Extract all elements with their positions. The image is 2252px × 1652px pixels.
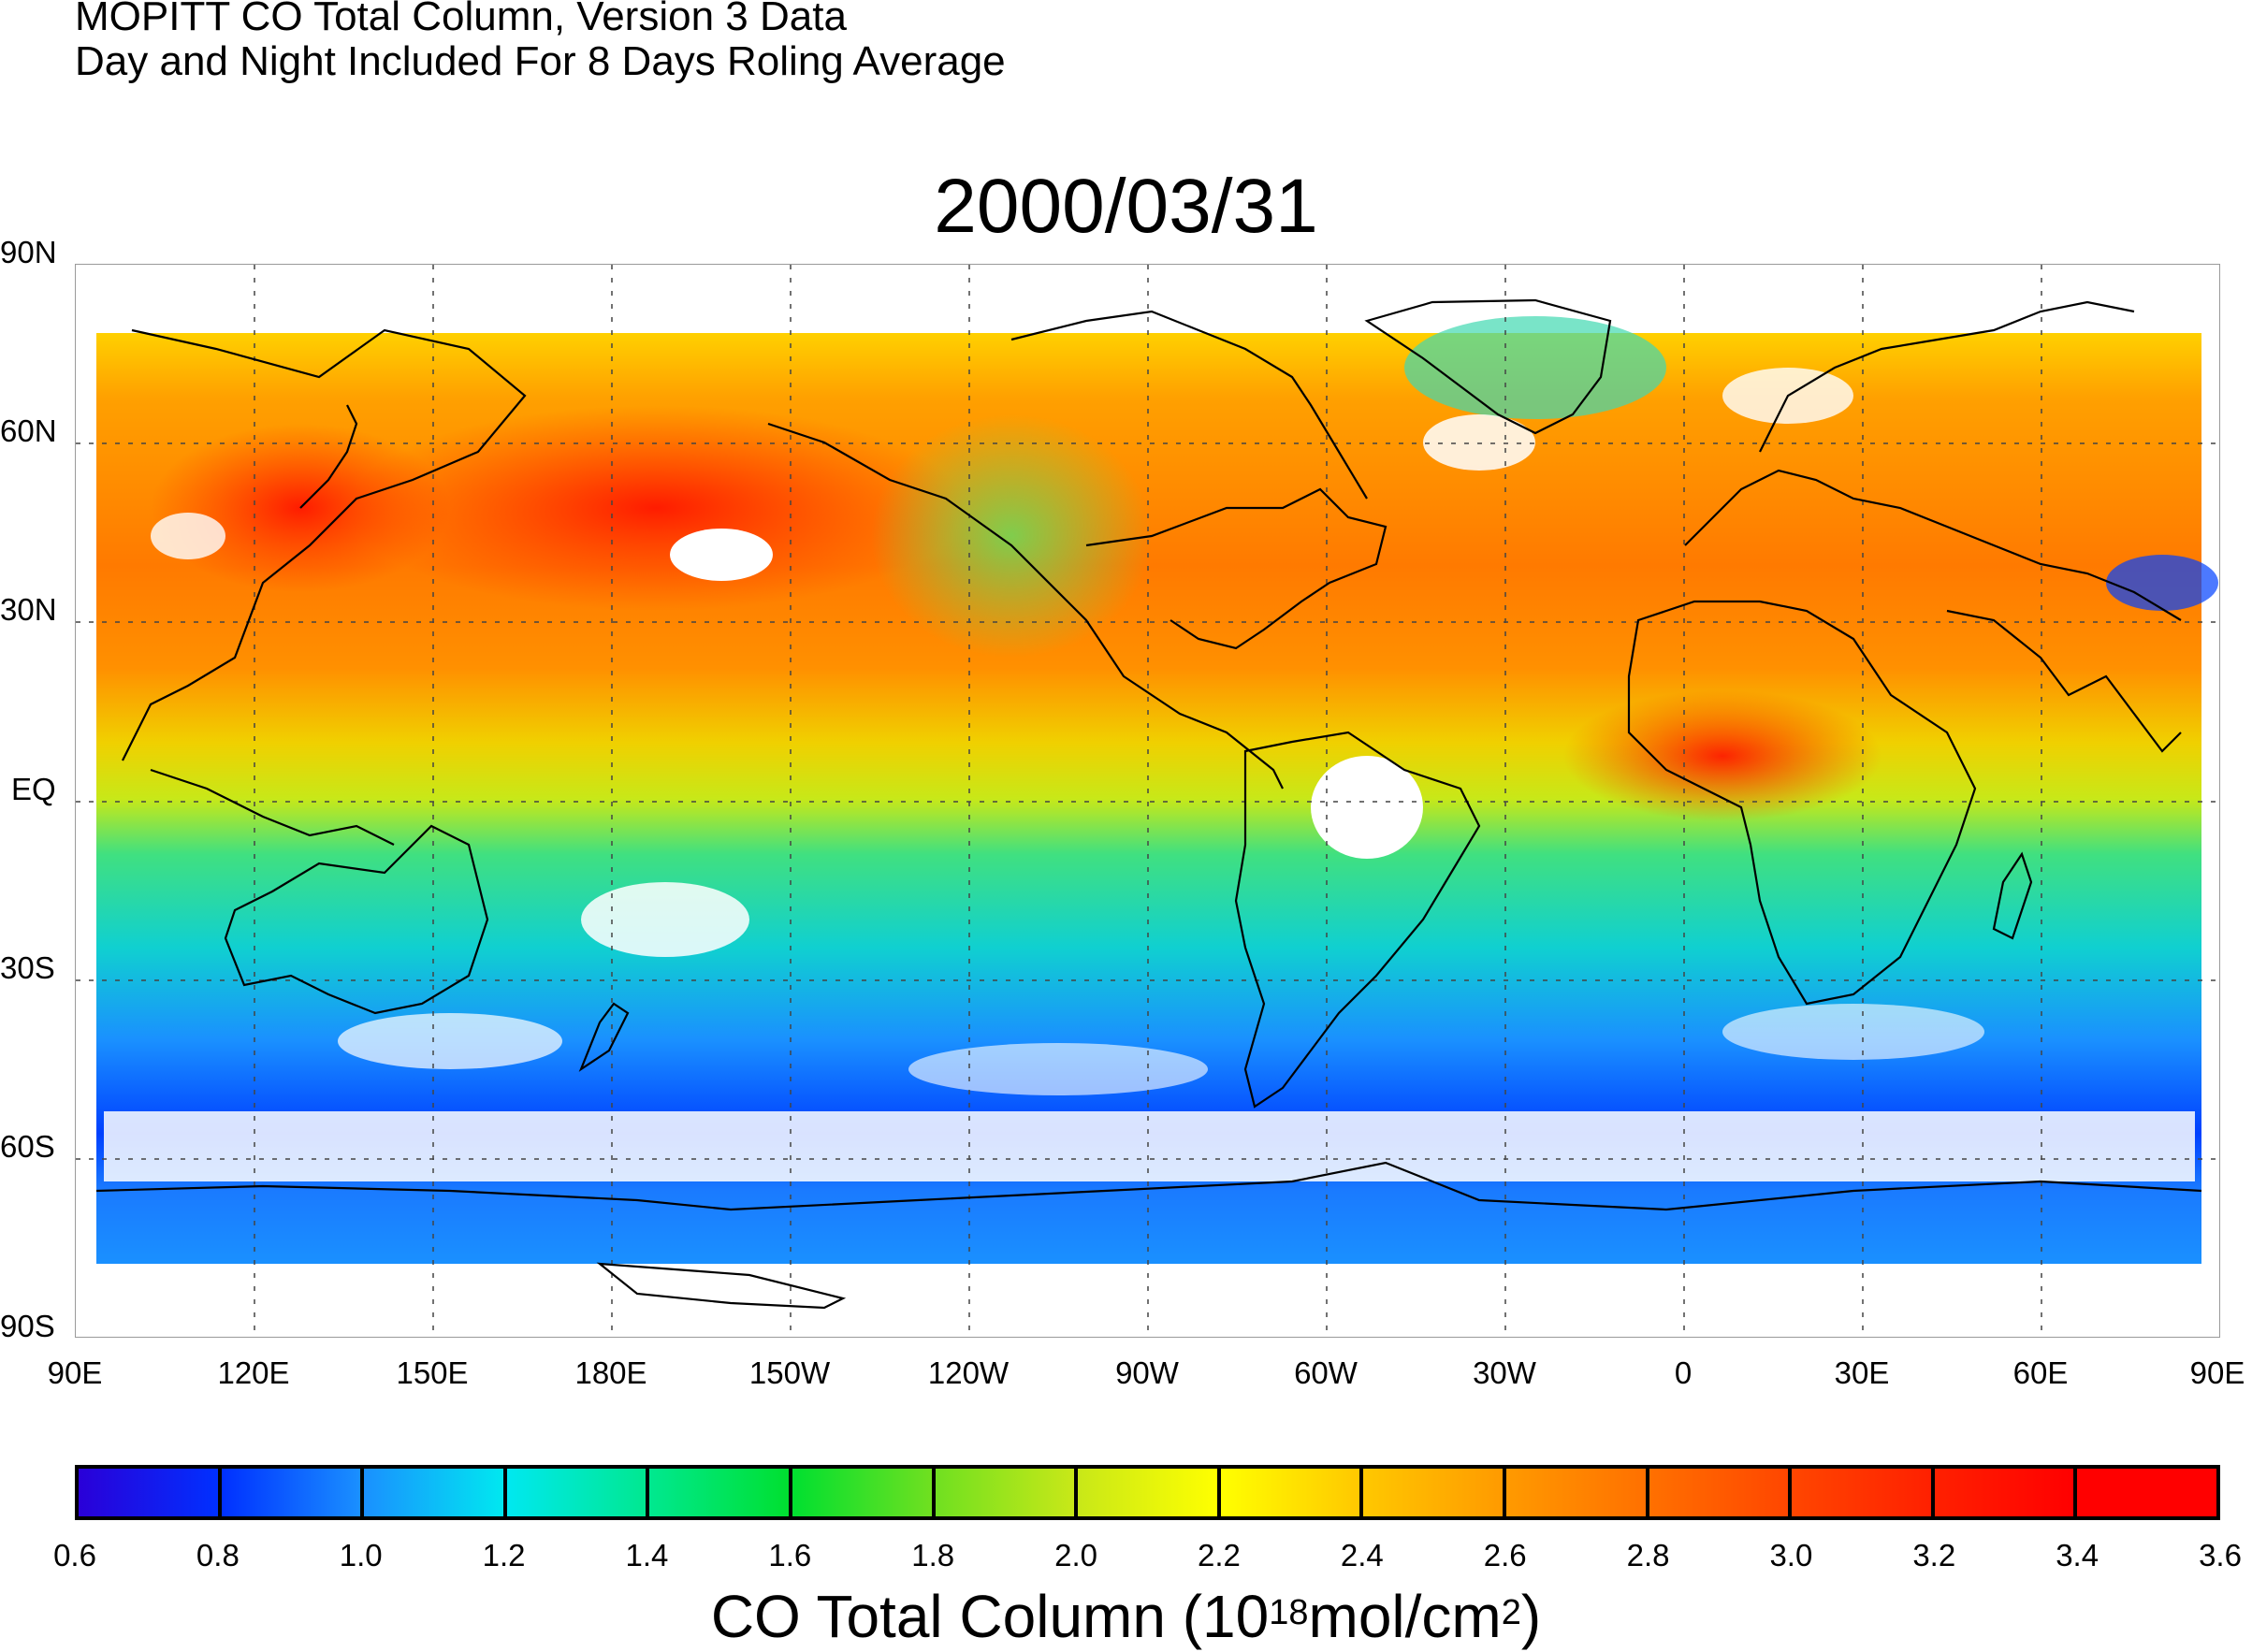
co-map bbox=[75, 264, 2220, 1338]
lat-label-30s: 30S bbox=[0, 950, 55, 985]
colorbar-segment bbox=[1792, 1469, 1935, 1516]
colorbar-segment bbox=[1649, 1469, 1793, 1516]
colorbar-tick-label: 2.2 bbox=[1197, 1538, 1241, 1572]
colorbar-tick-label: 2.4 bbox=[1340, 1538, 1384, 1572]
colorbar-tick-label: 3.6 bbox=[2199, 1538, 2242, 1572]
plot-header: MOPITT CO Total Column, Version 3 Data D… bbox=[75, 0, 1006, 84]
pacific-green-band bbox=[871, 414, 1152, 658]
lon-label-150e: 150E bbox=[396, 1355, 469, 1390]
lon-label-120w: 120W bbox=[927, 1355, 1010, 1390]
lat-label-90n: 90N bbox=[0, 235, 57, 269]
lat-label-90s: 90S bbox=[0, 1309, 55, 1343]
lat-label-eq: EQ bbox=[11, 772, 56, 806]
colorbar-tick-label: 0.8 bbox=[196, 1538, 240, 1572]
coastlines bbox=[95, 298, 2202, 1310]
colorbar-title: CO Total Column (1018mol/cm2) bbox=[0, 1581, 2252, 1652]
lon-label-30w: 30W bbox=[1473, 1355, 1536, 1390]
colorbar-segment bbox=[792, 1469, 936, 1516]
colorbar-segment bbox=[1078, 1469, 1221, 1516]
colorbar-tick-label: 2.0 bbox=[1054, 1538, 1097, 1572]
colorbar-segment bbox=[649, 1469, 792, 1516]
co-map-graphic bbox=[76, 265, 2219, 1337]
colorbar-title-exponent-2: 2 bbox=[1501, 1593, 1521, 1632]
lon-label-0: 0 bbox=[1674, 1355, 1693, 1390]
colorbar-segment bbox=[935, 1469, 1079, 1516]
map-date: 2000/03/31 bbox=[934, 164, 1318, 249]
greenland-low bbox=[1404, 316, 1666, 419]
lon-label-180e: 180E bbox=[574, 1355, 647, 1390]
colorbar-tick-label: 1.4 bbox=[625, 1538, 669, 1572]
colorbar-tick-label: 0.6 bbox=[53, 1538, 96, 1572]
graticule bbox=[76, 265, 2219, 1337]
africa-plume bbox=[1563, 690, 1882, 821]
lat-label-30n: 30N bbox=[0, 592, 57, 627]
lon-label-150w: 150W bbox=[748, 1355, 831, 1390]
lon-label-90e-left: 90E bbox=[47, 1355, 103, 1390]
colorbar-tick-label: 3.2 bbox=[1912, 1538, 1956, 1572]
missing-data bbox=[104, 368, 2195, 1181]
lon-label-60w: 60W bbox=[1294, 1355, 1358, 1390]
colorbar-title-exponent-1: 18 bbox=[1269, 1593, 1309, 1632]
colorbar-tick-label: 1.0 bbox=[339, 1538, 383, 1572]
colorbar-tick-label: 3.0 bbox=[1769, 1538, 1813, 1572]
lat-label-60s: 60S bbox=[0, 1129, 55, 1164]
colorbar-segment bbox=[364, 1469, 507, 1516]
lon-label-90e-right: 90E bbox=[2189, 1355, 2245, 1390]
colorbar-tick-label: 3.4 bbox=[2056, 1538, 2099, 1572]
colorbar bbox=[75, 1465, 2220, 1520]
colorbar-tick-label: 1.6 bbox=[768, 1538, 812, 1572]
colorbar-title-unit: mol/cm bbox=[1308, 1583, 1502, 1650]
colorbar-segment bbox=[1363, 1469, 1506, 1516]
lat-label-60n: 60N bbox=[0, 413, 57, 448]
colorbar-segment bbox=[1505, 1469, 1649, 1516]
lon-label-90w: 90W bbox=[1115, 1355, 1179, 1390]
colorbar-segment bbox=[79, 1469, 222, 1516]
lon-label-120e: 120E bbox=[217, 1355, 290, 1390]
india-low bbox=[2106, 555, 2218, 611]
colorbar-tick-label: 1.8 bbox=[911, 1538, 955, 1572]
colorbar-segment bbox=[2077, 1469, 2216, 1516]
colorbar-tick-label: 1.2 bbox=[482, 1538, 526, 1572]
colorbar-title-main: CO Total Column (10 bbox=[710, 1583, 1270, 1650]
colorbar-title-end: ) bbox=[1520, 1583, 1542, 1650]
header-line-2: Day and Night Included For 8 Days Roling… bbox=[75, 38, 1006, 84]
colorbar-segment bbox=[506, 1469, 650, 1516]
lon-label-60e: 60E bbox=[2012, 1355, 2069, 1390]
header-line-1: MOPITT CO Total Column, Version 3 Data bbox=[75, 0, 847, 39]
lon-label-30e: 30E bbox=[1834, 1355, 1890, 1390]
colorbar-tick-label: 2.8 bbox=[1626, 1538, 1670, 1572]
colorbar-segment bbox=[221, 1469, 365, 1516]
asia-pacific-plume bbox=[347, 405, 965, 611]
colorbar-segment bbox=[1934, 1469, 2078, 1516]
colorbar-segment bbox=[1220, 1469, 1364, 1516]
colorbar-tick-label: 2.6 bbox=[1483, 1538, 1527, 1572]
